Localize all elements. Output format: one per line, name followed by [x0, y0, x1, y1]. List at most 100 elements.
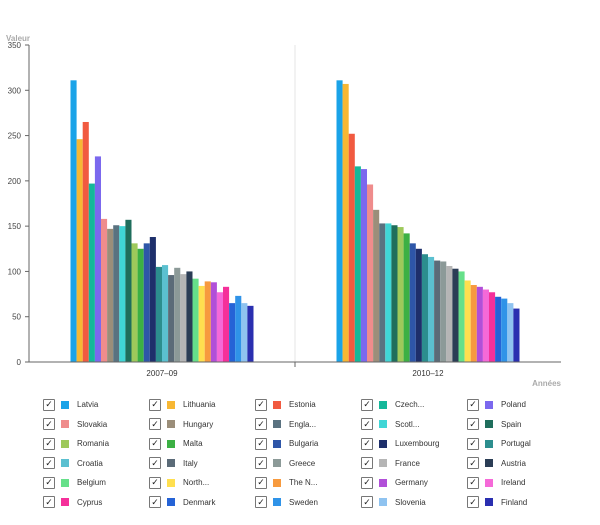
- legend-checkbox[interactable]: ✓: [255, 476, 267, 489]
- bar-malta-1[interactable]: [403, 233, 410, 362]
- legend-checkbox[interactable]: ✓: [361, 418, 373, 431]
- bar-slovenia-0[interactable]: [241, 303, 248, 362]
- bar-lithuania-1[interactable]: [342, 83, 349, 363]
- bar-austria-1[interactable]: [452, 268, 459, 362]
- legend-checkbox[interactable]: ✓: [467, 437, 479, 450]
- legend-checkbox[interactable]: ✓: [43, 476, 55, 489]
- bar-italy-0[interactable]: [168, 275, 175, 362]
- bar-the-n-1[interactable]: [470, 285, 477, 362]
- legend-checkbox[interactable]: ✓: [149, 496, 161, 509]
- bar-finland-0[interactable]: [247, 305, 254, 362]
- legend-checkbox[interactable]: ✓: [255, 418, 267, 431]
- bar-poland-0[interactable]: [94, 156, 101, 362]
- bar-belgium-0[interactable]: [192, 278, 199, 362]
- legend-checkbox[interactable]: ✓: [255, 398, 267, 411]
- bar-north-1[interactable]: [464, 280, 471, 362]
- legend-checkbox[interactable]: ✓: [255, 437, 267, 450]
- bar-finland-1[interactable]: [513, 308, 520, 362]
- bar-cyprus-1[interactable]: [489, 292, 496, 362]
- legend-checkbox[interactable]: ✓: [467, 398, 479, 411]
- bar-france-0[interactable]: [180, 274, 187, 362]
- bar-greece-1[interactable]: [440, 261, 447, 362]
- bar-spain-0[interactable]: [125, 219, 132, 362]
- bar-engla-1[interactable]: [379, 223, 386, 362]
- bar-romania-1[interactable]: [397, 227, 404, 362]
- bar-sweden-0[interactable]: [235, 295, 242, 362]
- bar-lithuania-0[interactable]: [76, 139, 83, 362]
- legend-checkbox[interactable]: ✓: [149, 476, 161, 489]
- legend-checkbox[interactable]: ✓: [255, 457, 267, 470]
- legend-checkbox[interactable]: ✓: [255, 496, 267, 509]
- bar-denmark-1[interactable]: [495, 296, 502, 362]
- legend-item[interactable]: ✓ North...: [149, 473, 255, 493]
- legend-item[interactable]: ✓ Scotl...: [361, 415, 467, 435]
- legend-item[interactable]: ✓ Luxembourg: [361, 434, 467, 454]
- bar-germany-1[interactable]: [476, 286, 483, 362]
- bar-belgium-1[interactable]: [458, 271, 465, 362]
- legend-item[interactable]: ✓ Italy: [149, 454, 255, 474]
- bar-greece-0[interactable]: [174, 267, 181, 362]
- bar-bulgaria-1[interactable]: [409, 243, 416, 362]
- legend-checkbox[interactable]: ✓: [43, 496, 55, 509]
- legend-item[interactable]: ✓ Ireland: [467, 473, 573, 493]
- bar-bulgaria-0[interactable]: [143, 243, 150, 362]
- bar-cyprus-0[interactable]: [223, 286, 230, 362]
- bar-czech-1[interactable]: [354, 166, 361, 362]
- bar-croatia-0[interactable]: [162, 265, 169, 362]
- legend-item[interactable]: ✓ Cyprus: [43, 493, 149, 513]
- legend-checkbox[interactable]: ✓: [361, 457, 373, 470]
- legend-checkbox[interactable]: ✓: [43, 437, 55, 450]
- legend-item[interactable]: ✓ Estonia: [255, 395, 361, 415]
- bar-czech-0[interactable]: [88, 183, 95, 362]
- legend-checkbox[interactable]: ✓: [467, 457, 479, 470]
- legend-checkbox[interactable]: ✓: [149, 437, 161, 450]
- legend-checkbox[interactable]: ✓: [467, 418, 479, 431]
- bar-austria-0[interactable]: [186, 271, 193, 362]
- legend-item[interactable]: ✓ Croatia: [43, 454, 149, 474]
- bar-scotl-0[interactable]: [119, 226, 126, 362]
- bar-ireland-0[interactable]: [216, 292, 223, 362]
- bar-north-0[interactable]: [198, 285, 205, 362]
- legend-item[interactable]: ✓ The N...: [255, 473, 361, 493]
- legend-checkbox[interactable]: ✓: [361, 496, 373, 509]
- bar-portugal-1[interactable]: [421, 254, 428, 362]
- legend-checkbox[interactable]: ✓: [43, 398, 55, 411]
- bar-hungary-1[interactable]: [373, 209, 380, 362]
- bar-malta-0[interactable]: [137, 248, 144, 362]
- bar-estonia-0[interactable]: [82, 121, 89, 362]
- legend-item[interactable]: ✓ Portugal: [467, 434, 573, 454]
- bar-slovenia-1[interactable]: [507, 303, 514, 362]
- legend-checkbox[interactable]: ✓: [361, 398, 373, 411]
- legend-checkbox[interactable]: ✓: [467, 496, 479, 509]
- legend-checkbox[interactable]: ✓: [43, 457, 55, 470]
- bar-slovakia-0[interactable]: [101, 218, 108, 362]
- legend-item[interactable]: ✓ Engla...: [255, 415, 361, 435]
- legend-checkbox[interactable]: ✓: [467, 476, 479, 489]
- legend-item[interactable]: ✓ Lithuania: [149, 395, 255, 415]
- legend-checkbox[interactable]: ✓: [361, 476, 373, 489]
- legend-item[interactable]: ✓ Germany: [361, 473, 467, 493]
- legend-item[interactable]: ✓ Slovenia: [361, 493, 467, 513]
- legend-item[interactable]: ✓ Spain: [467, 415, 573, 435]
- legend-item[interactable]: ✓ Belgium: [43, 473, 149, 493]
- bar-latvia-1[interactable]: [336, 80, 343, 362]
- legend-checkbox[interactable]: ✓: [361, 437, 373, 450]
- legend-checkbox[interactable]: ✓: [149, 398, 161, 411]
- bar-portugal-0[interactable]: [155, 266, 162, 362]
- legend-item[interactable]: ✓ France: [361, 454, 467, 474]
- legend-item[interactable]: ✓ Denmark: [149, 493, 255, 513]
- legend-item[interactable]: ✓ Bulgaria: [255, 434, 361, 454]
- legend-checkbox[interactable]: ✓: [149, 457, 161, 470]
- legend-item[interactable]: ✓ Czech...: [361, 395, 467, 415]
- bar-hungary-0[interactable]: [107, 228, 114, 362]
- bar-estonia-1[interactable]: [348, 133, 355, 362]
- bar-denmark-0[interactable]: [229, 303, 236, 362]
- legend-item[interactable]: ✓ Slovakia: [43, 415, 149, 435]
- bar-france-1[interactable]: [446, 265, 453, 362]
- legend-item[interactable]: ✓ Latvia: [43, 395, 149, 415]
- legend-item[interactable]: ✓ Poland: [467, 395, 573, 415]
- legend-item[interactable]: ✓ Romania: [43, 434, 149, 454]
- bar-slovakia-1[interactable]: [367, 184, 374, 362]
- bar-spain-1[interactable]: [391, 225, 398, 362]
- bar-italy-1[interactable]: [434, 260, 441, 362]
